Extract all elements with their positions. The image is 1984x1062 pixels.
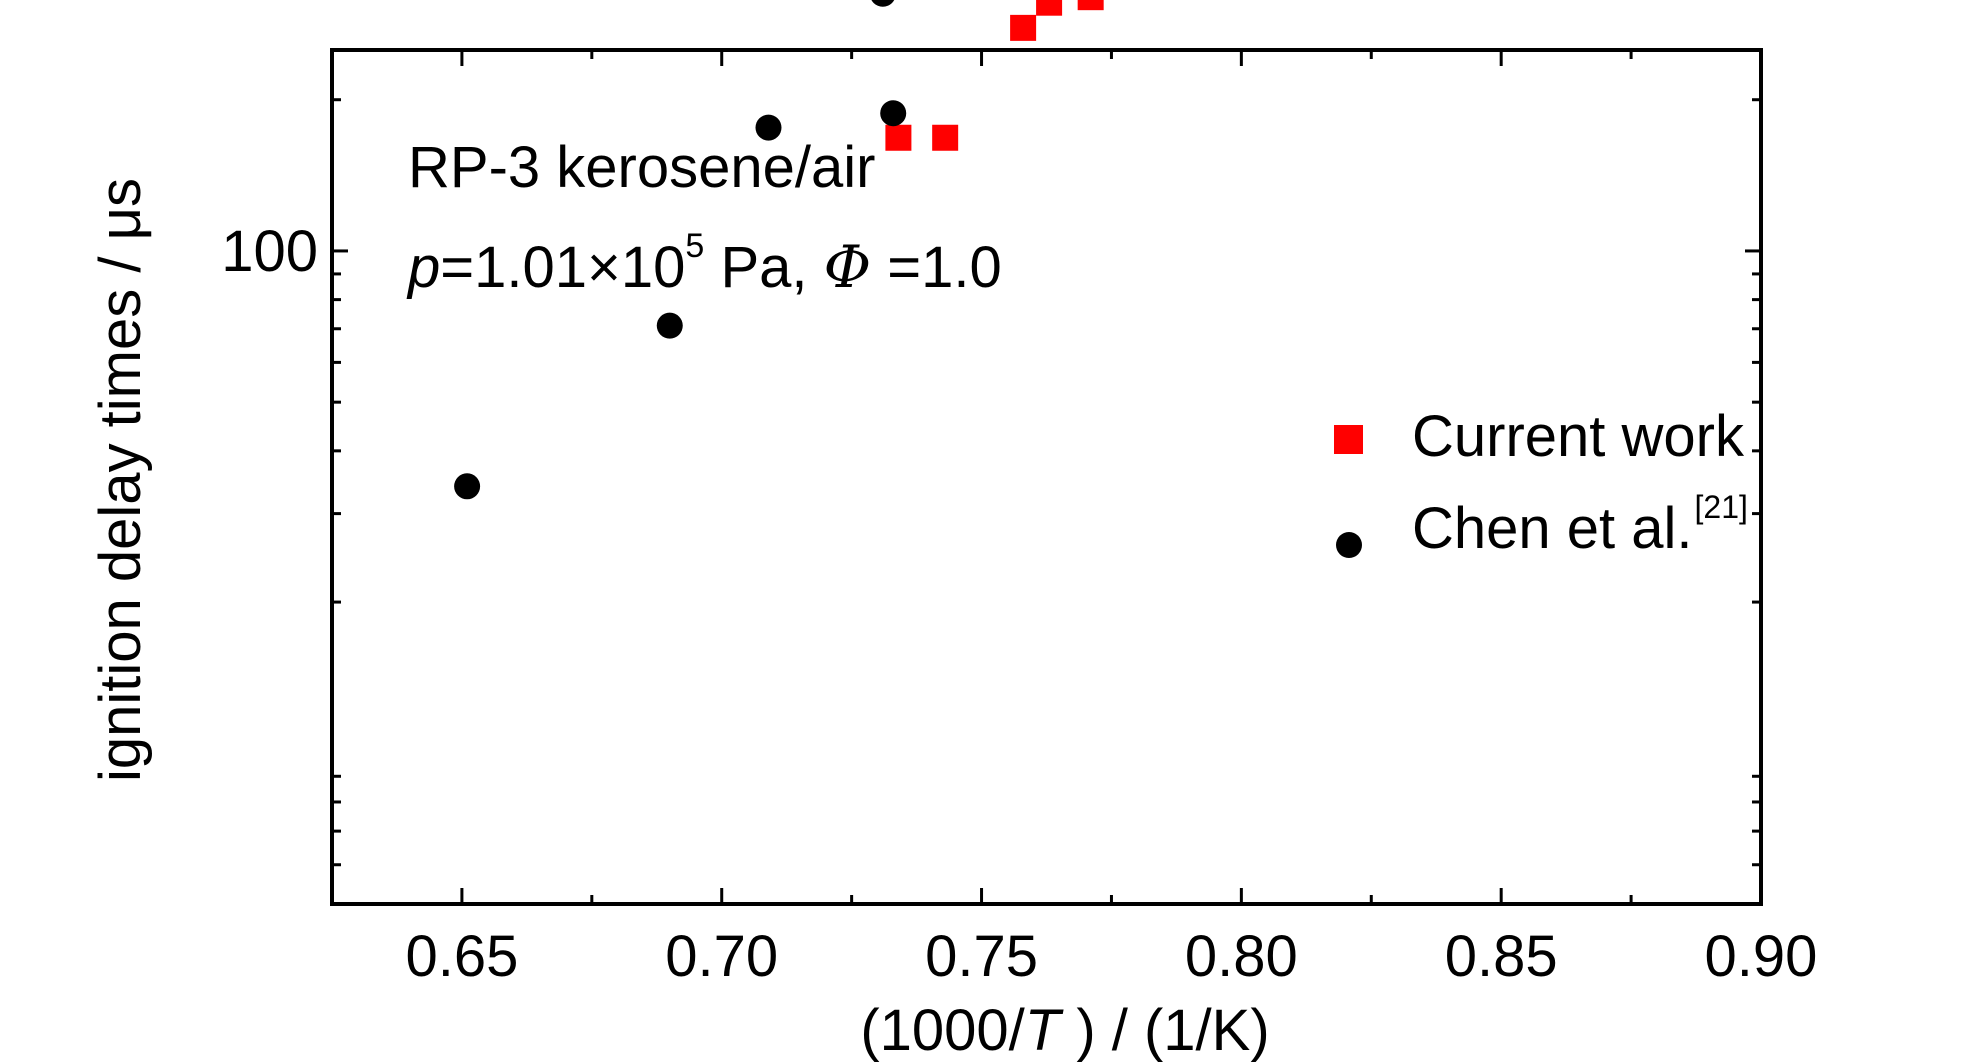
annotation-unit: Pa, — [704, 235, 823, 300]
annotation-p-value: =1.01×10 — [440, 235, 685, 300]
data-points — [454, 0, 1104, 500]
y-tick-label: 100 — [221, 219, 318, 284]
axis-ticks — [330, 50, 1763, 904]
legend-label-chen-ref: [21] — [1695, 489, 1748, 525]
data-point-current-work — [1010, 14, 1037, 41]
annotation-line-2: p=1.01×105 Pa, Φ =1.0 — [406, 227, 1002, 301]
data-point-current-work — [1036, 0, 1063, 16]
x-tick-label: 0.85 — [1445, 924, 1558, 989]
annotation-exponent: 5 — [685, 227, 704, 265]
annotation-phi-value: =1.0 — [871, 235, 1002, 300]
x-tick-label: 0.90 — [1705, 924, 1818, 989]
x-tick-label: 0.75 — [925, 924, 1038, 989]
annotation-line-1: RP-3 kerosene/air — [408, 135, 875, 200]
legend-marker-chen — [1336, 532, 1362, 558]
y-axis-title: ignition delay times / μs — [88, 178, 153, 782]
x-tick-label: 0.65 — [405, 924, 518, 989]
x-tick-label: 0.80 — [1185, 924, 1298, 989]
annotation-p-var: p — [406, 235, 440, 300]
x-tick-label: 0.70 — [665, 924, 778, 989]
data-point-chen — [871, 0, 895, 7]
legend-label-chen: Chen et al.[21] — [1412, 489, 1748, 561]
legend-label-current-work: Current work — [1412, 404, 1745, 469]
x-axis-title-suffix: ) / (1/K) — [1060, 998, 1269, 1062]
data-point-current-work — [1077, 0, 1104, 11]
data-point-current-work — [932, 124, 959, 151]
legend-marker-current-work — [1334, 425, 1363, 454]
data-point-current-work — [885, 124, 912, 151]
tick-labels: 0.650.700.750.800.850.901001000 — [221, 219, 1818, 989]
x-axis-title-prefix: (1000/ — [860, 998, 1025, 1062]
data-point-chen — [880, 100, 907, 127]
legend-label-chen-name: Chen et al. — [1412, 496, 1693, 561]
annotation-phi: Φ — [824, 233, 872, 301]
plot-border — [330, 48, 1763, 906]
x-axis-title-var: T — [1025, 998, 1064, 1062]
x-axis-title: (1000/T ) / (1/K) — [860, 998, 1269, 1062]
data-point-chen — [656, 312, 683, 339]
data-point-chen — [755, 114, 782, 141]
plot-frame — [330, 48, 1763, 906]
legend: Current work Chen et al.[21] — [1334, 404, 1748, 561]
data-point-chen — [454, 473, 481, 500]
